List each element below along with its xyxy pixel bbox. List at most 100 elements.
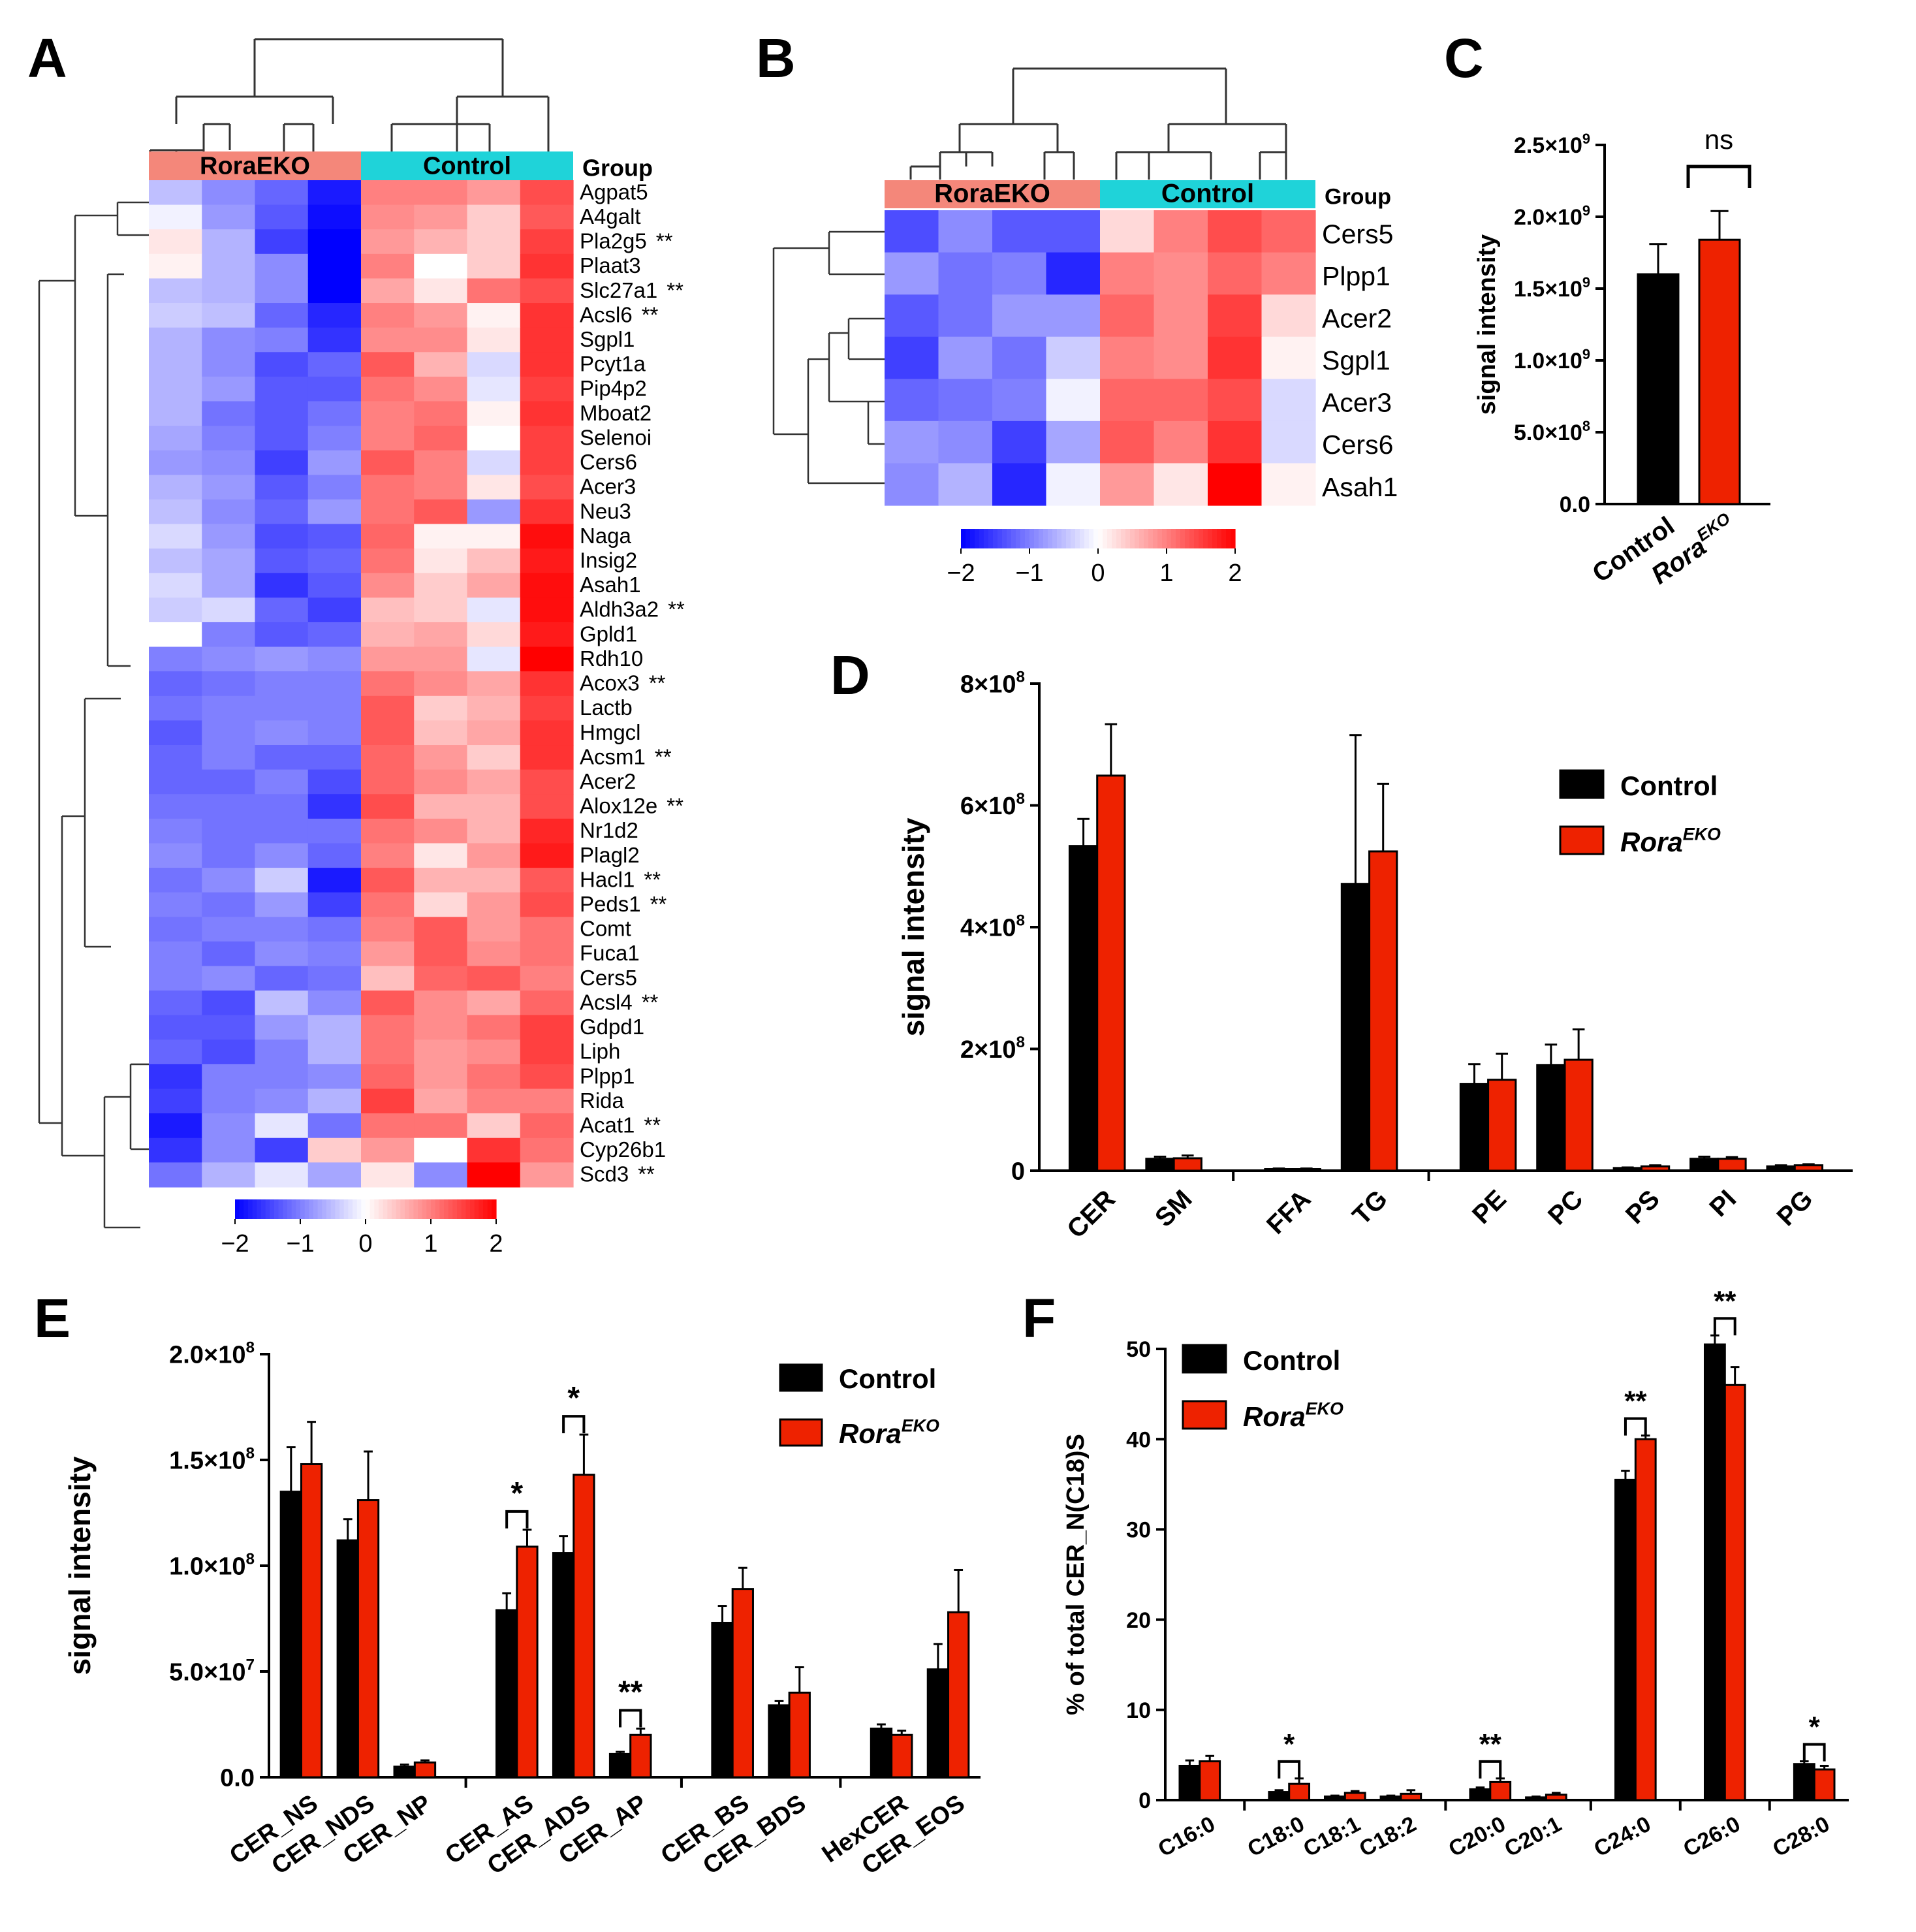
heatmap-cell [307, 646, 362, 672]
heatmap-cell [1100, 210, 1155, 253]
heatmap-cell [520, 868, 574, 893]
heatmap-cell [414, 1015, 468, 1040]
heatmap-cell [255, 401, 309, 426]
heatmap-cell [361, 966, 415, 991]
significance-mark: ** [642, 990, 659, 1014]
heatmap-cell [885, 336, 939, 379]
heatmap-cell [149, 818, 202, 844]
legend-label-roraeko-sup: EKO [1306, 1399, 1343, 1418]
color-scale-step [1144, 529, 1149, 548]
heatmap-cell [202, 401, 256, 426]
heatmap-cell [361, 426, 415, 451]
heatmap-cell [520, 1015, 574, 1040]
heatmap-cell [467, 818, 521, 844]
y-tick-label-sup: 9 [1582, 202, 1590, 219]
heatmap-cell [202, 1015, 256, 1040]
bar-roraeko [300, 1463, 323, 1779]
panel-label-b: B [756, 27, 796, 89]
significance-mark: ** [656, 229, 673, 253]
bar-roraeko [1288, 1782, 1311, 1801]
gene-label: Acer3 [1322, 388, 1392, 418]
heatmap-cell [149, 229, 202, 255]
gene-label: Sgpl1 [580, 327, 635, 351]
y-tick-label-text: 50 [1126, 1337, 1151, 1362]
heatmap-cell [414, 843, 468, 868]
heatmap-cell [467, 253, 521, 279]
heatmap-cell [149, 524, 202, 549]
color-scale-step [1194, 529, 1199, 548]
color-scale-step [1189, 529, 1195, 548]
color-scale-step [396, 1199, 401, 1219]
bar-roraeko [890, 1734, 913, 1779]
color-scale-tick-label: 2 [489, 1230, 503, 1258]
y-tick-label: 50 [1126, 1337, 1151, 1362]
heatmap-cell [361, 597, 415, 623]
heatmap-cell [361, 278, 415, 304]
color-scale-step [270, 1199, 275, 1219]
heatmap-cell [414, 180, 468, 206]
y-tick-label-sup: 8 [1016, 912, 1025, 930]
gene-label: Selenoi [580, 425, 652, 449]
heatmap-cell [414, 671, 468, 697]
significance-label: * [567, 1381, 580, 1416]
color-scale-step [997, 529, 1003, 548]
heatmap-cell [361, 1064, 415, 1090]
heatmap-cell [520, 180, 574, 206]
heatmap-cell [149, 1162, 202, 1188]
heatmap-cell [414, 695, 468, 721]
color-scale-step [1039, 529, 1044, 548]
heatmap-cell [307, 1137, 362, 1163]
heatmap-cell [467, 843, 521, 868]
heatmap-cell [467, 769, 521, 795]
y-tick-label-sup: 7 [245, 1656, 255, 1674]
heatmap-cell [467, 695, 521, 721]
color-scale-step [1007, 529, 1012, 548]
significance-label: * [510, 1476, 523, 1511]
heatmap-cell [307, 1113, 362, 1139]
heatmap-cell [255, 917, 309, 942]
heatmap-cell [1208, 336, 1263, 379]
color-scale-step [335, 1199, 340, 1219]
color-scale-step [257, 1199, 262, 1219]
gene-label: Cyp26b1 [580, 1137, 666, 1162]
heatmap-cell [307, 1039, 362, 1065]
y-axis-label: signal intensity [63, 1456, 97, 1675]
heatmap-cell [414, 966, 468, 991]
heatmap-cell [202, 622, 256, 648]
heatmap-cell [520, 1088, 574, 1114]
heatmap-cell [414, 1039, 468, 1065]
y-tick-label-text: 5.0×10 [1514, 420, 1582, 445]
gene-label: Sgpl1 [1322, 345, 1390, 375]
heatmap-cell [255, 548, 309, 574]
significance-label: ** [1714, 1285, 1736, 1317]
heatmap-cell [520, 499, 574, 525]
heatmap-cell [414, 794, 468, 819]
color-scale-step [1162, 529, 1167, 548]
heatmap-cell [149, 450, 202, 475]
heatmap-cell [467, 352, 521, 377]
color-scale-step [1226, 529, 1231, 548]
heatmap-cell [361, 794, 415, 819]
heatmap-cell [361, 1039, 415, 1065]
heatmap-cell [467, 622, 521, 648]
color-scale-step [452, 1199, 458, 1219]
gene-label: Rida [580, 1088, 625, 1113]
heatmap-cell [414, 818, 468, 844]
heatmap-cell [414, 426, 468, 451]
heatmap-cell [414, 303, 468, 328]
heatmap-cell [520, 376, 574, 402]
legend-swatch-control [1559, 769, 1605, 799]
gene-label: Gdpd1 [580, 1015, 644, 1039]
heatmap-cell [467, 745, 521, 770]
color-scale-step [387, 1199, 392, 1219]
heatmap-cell [255, 327, 309, 353]
color-scale-step [426, 1199, 432, 1219]
group-bar-control [361, 151, 573, 180]
color-scale-step [461, 1199, 466, 1219]
bar-roraeko [1096, 774, 1126, 1172]
heatmap-cell [307, 695, 362, 721]
heatmap-cell [1154, 463, 1208, 506]
heatmap-cell [149, 646, 202, 672]
heatmap-cell [202, 253, 256, 279]
